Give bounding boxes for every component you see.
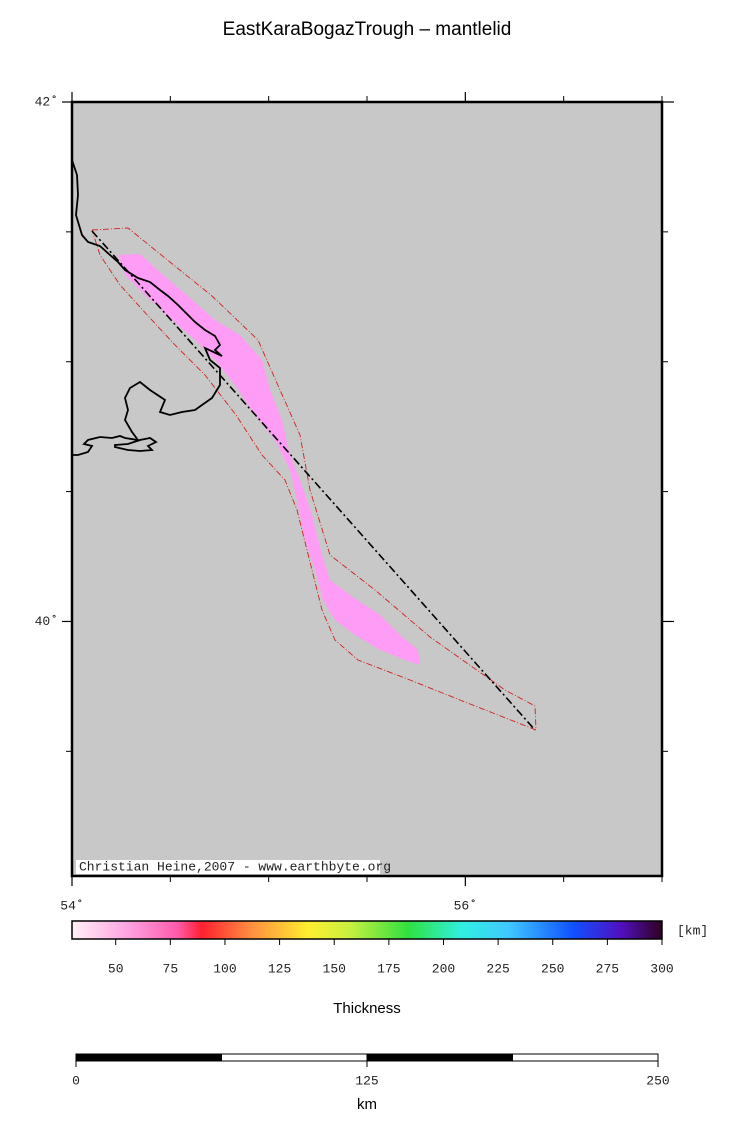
region-outline xyxy=(91,227,537,731)
map-features xyxy=(72,159,537,731)
x-tick-label: 56˚ xyxy=(454,898,477,913)
scalebar-tick-label: 250 xyxy=(646,1073,669,1088)
y-tick-label: 42˚ xyxy=(35,94,58,109)
x-tick-label: 54˚ xyxy=(60,898,83,913)
profile-line xyxy=(91,230,536,731)
coastline-island xyxy=(114,437,158,452)
colorbar-tick-label: 125 xyxy=(268,961,291,976)
axes: 54˚ 56˚ 42˚ 40˚ 50 75 100 125 150 175 200 225 250 275… xyxy=(35,92,674,1088)
y-tick-label: 40˚ xyxy=(35,614,58,629)
credit: Christian Heine,2007 - www.earthbyte.org xyxy=(79,859,391,874)
scalebar-segment xyxy=(221,1053,368,1062)
scalebar-tick-label: 125 xyxy=(355,1073,378,1088)
scalebar-tick-label: 0 xyxy=(72,1073,80,1088)
colorbar xyxy=(71,920,663,940)
colorbar-tick-label: 275 xyxy=(596,961,619,976)
colorbar-label: Thickness xyxy=(333,1000,401,1017)
colorbar-tick-label: 100 xyxy=(213,961,236,976)
colorbar-tick-label: 150 xyxy=(323,961,346,976)
scalebar-segment xyxy=(366,1053,513,1062)
colorbar-tick-label: 175 xyxy=(377,961,400,976)
coastline xyxy=(72,159,223,456)
scalebar-segment xyxy=(75,1053,222,1062)
colorbar-unit: [km] xyxy=(677,923,708,938)
title: EastKaraBogazTrough – mantlelid xyxy=(223,19,512,40)
map-area xyxy=(72,102,662,876)
colorbar-tick-label: 250 xyxy=(541,961,564,976)
colorbar-tick-label: 50 xyxy=(108,961,124,976)
colorbar-tick-label: 225 xyxy=(486,961,509,976)
colorbar-tick-label: 200 xyxy=(432,961,455,976)
credit-box xyxy=(76,860,380,874)
scalebar-unit: km xyxy=(357,1096,377,1113)
colorbar-tick-label: 300 xyxy=(650,961,673,976)
colorbar-tick-label: 75 xyxy=(163,961,179,976)
scalebar-segment xyxy=(512,1053,659,1062)
